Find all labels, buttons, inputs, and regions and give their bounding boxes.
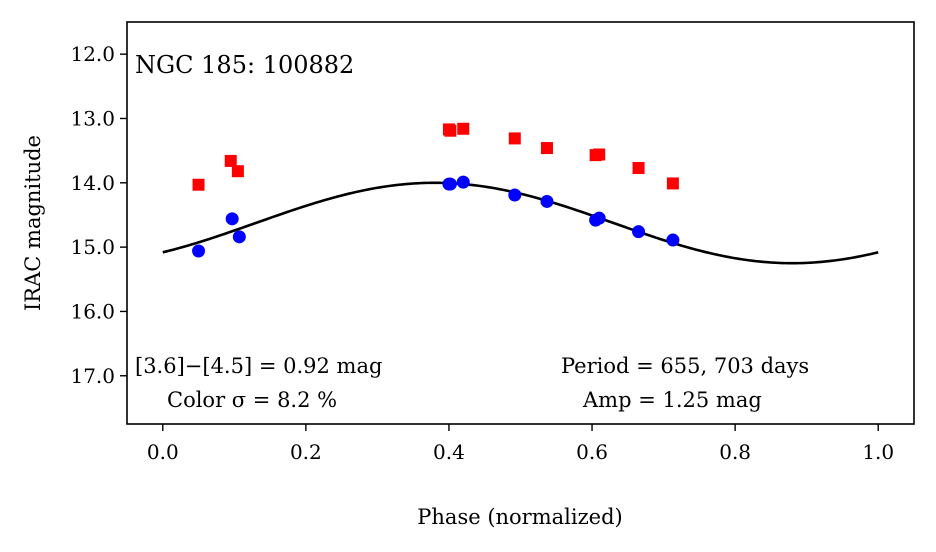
x-tick-label: 0.4 bbox=[433, 440, 465, 464]
color-sigma-annotation: Color σ = 8.2 % bbox=[167, 388, 337, 412]
red-square-point bbox=[632, 162, 645, 175]
y-axis-ticks: 12.0 13.0 14.0 15.0 16.0 17.0 bbox=[70, 42, 127, 388]
blue-circle-point bbox=[632, 225, 646, 239]
y-tick-label: 17.0 bbox=[70, 364, 115, 388]
y-tick-label: 14.0 bbox=[70, 171, 115, 195]
blue-circle-point bbox=[666, 233, 680, 247]
x-tick-label: 0.0 bbox=[147, 440, 179, 464]
period-annotation: Period = 655, 703 days bbox=[561, 354, 809, 378]
blue-circle-point bbox=[508, 188, 522, 202]
data-points-layer bbox=[192, 122, 680, 258]
red-square-point bbox=[666, 177, 679, 190]
red-square-point bbox=[231, 165, 244, 178]
blue-circle-point bbox=[225, 212, 239, 226]
plot-area-frame bbox=[126, 21, 915, 425]
blue-circle-point bbox=[456, 175, 470, 189]
color-difference-annotation: [3.6]−[4.5] = 0.92 mag bbox=[135, 354, 382, 378]
red-square-point bbox=[508, 132, 521, 145]
y-tick-label: 12.0 bbox=[70, 42, 115, 66]
x-tick-label: 0.8 bbox=[719, 440, 751, 464]
x-tick-label: 1.0 bbox=[862, 440, 894, 464]
chart-title: NGC 185: 100882 bbox=[135, 51, 354, 79]
red-square-point bbox=[540, 142, 553, 155]
blue-circle-point bbox=[540, 194, 554, 208]
x-tick-label: 0.6 bbox=[576, 440, 608, 464]
blue-circle-point bbox=[443, 177, 457, 191]
y-tick-label: 13.0 bbox=[70, 106, 115, 130]
red-square-point bbox=[593, 148, 606, 161]
y-tick-label: 15.0 bbox=[70, 235, 115, 259]
blue-circle-point bbox=[592, 211, 606, 225]
x-axis-label: Phase (normalized) bbox=[417, 505, 622, 529]
x-tick-label: 0.2 bbox=[290, 440, 322, 464]
red-square-point bbox=[444, 124, 457, 137]
red-square-point bbox=[457, 122, 470, 135]
blue-circle-point bbox=[192, 244, 206, 258]
red-square-point bbox=[224, 154, 237, 167]
amplitude-annotation: Amp = 1.25 mag bbox=[582, 388, 762, 412]
y-axis-label: IRAC magnitude bbox=[21, 135, 45, 311]
blue-circle-point bbox=[232, 230, 246, 244]
red-square-point bbox=[192, 178, 205, 191]
y-tick-label: 16.0 bbox=[70, 299, 115, 323]
x-axis-ticks: 0.0 0.2 0.4 0.6 0.8 1.0 bbox=[147, 424, 894, 464]
